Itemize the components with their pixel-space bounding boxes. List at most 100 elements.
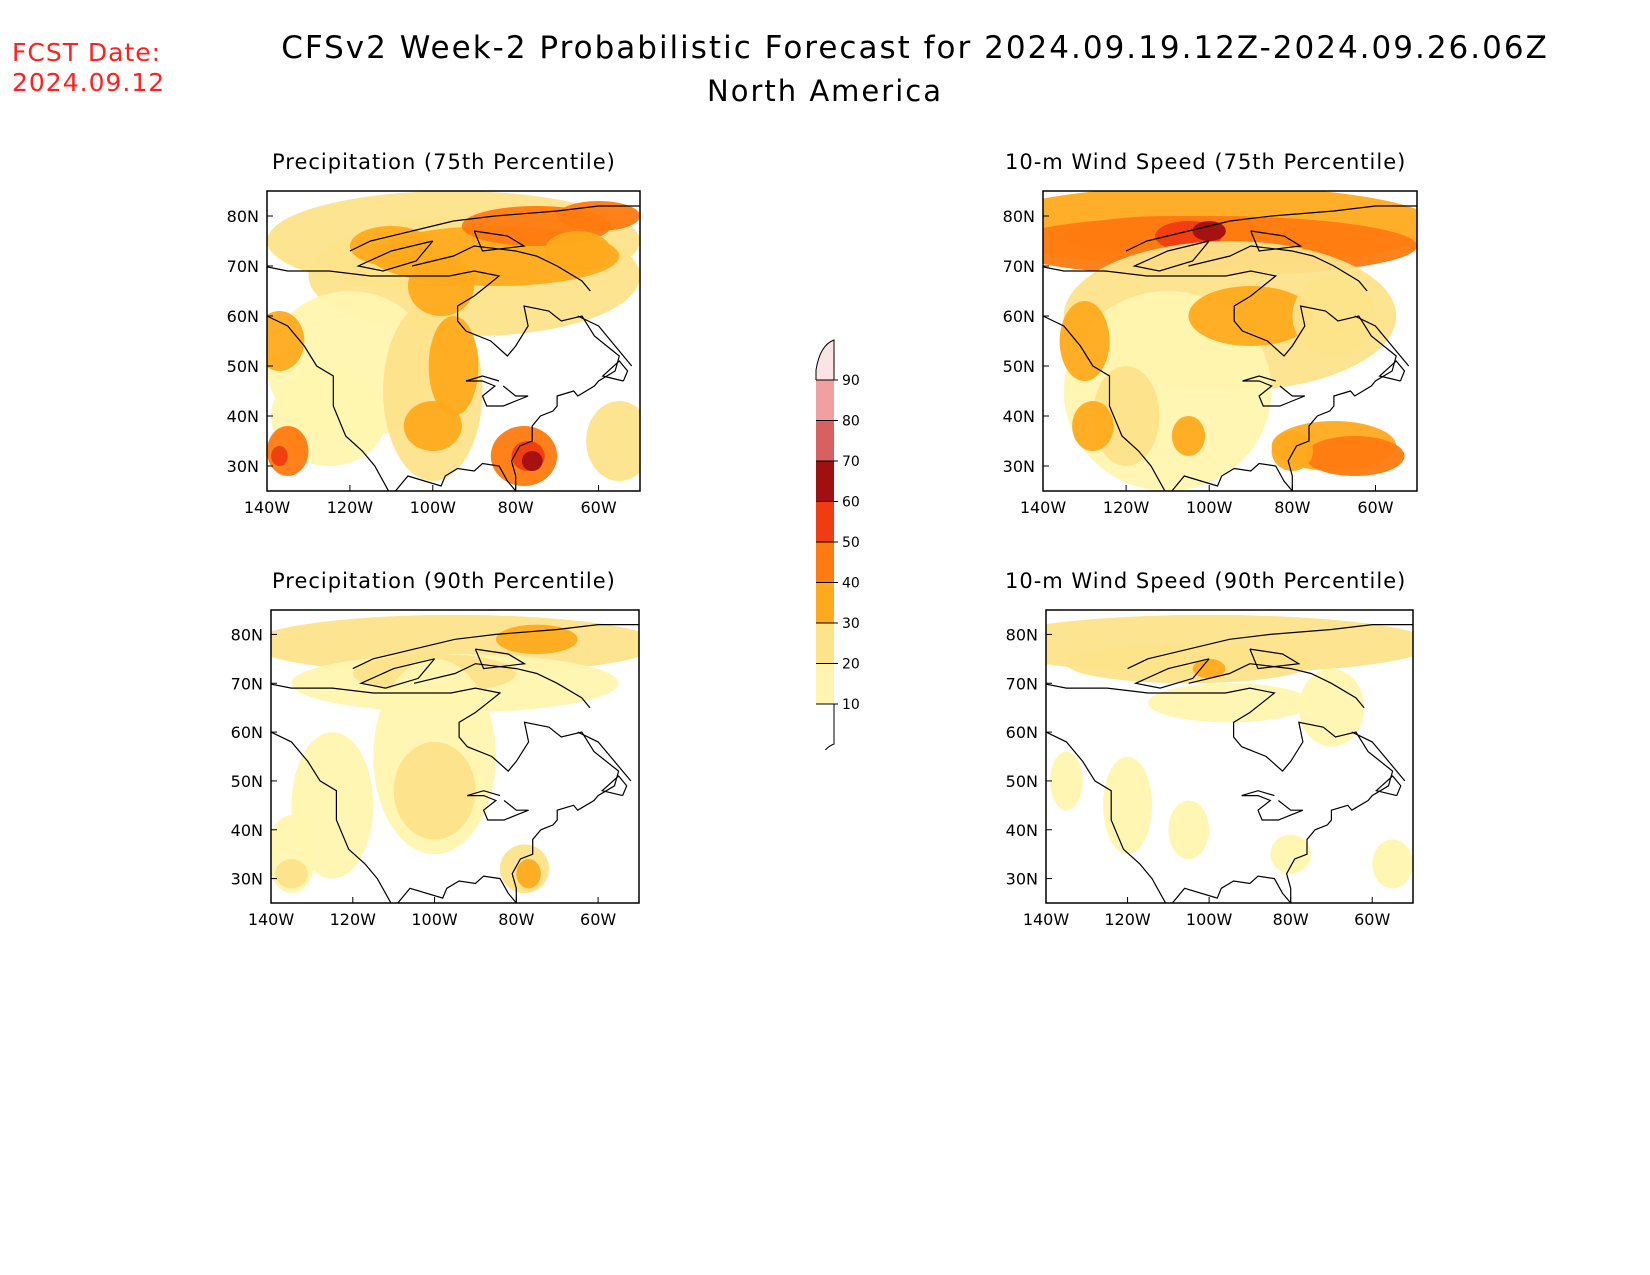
longitude-tick-label: 60W <box>580 498 616 517</box>
coastline <box>271 731 392 903</box>
coastline <box>473 230 526 252</box>
longitude-tick-label: 100W <box>1186 498 1233 517</box>
forecast-date-value: 2024.09.12 <box>12 68 166 97</box>
probability-shade <box>1059 301 1110 381</box>
shading-layer <box>267 191 640 486</box>
map-frame <box>1042 190 1418 492</box>
colorbar-level-label: 90 <box>842 373 860 389</box>
panel-title-wind75: 10-m Wind Speed (75th Percentile) <box>1005 150 1407 174</box>
colorbar-level-label: 40 <box>842 576 860 592</box>
coastline <box>1249 648 1301 670</box>
latitude-tick-label: 70N <box>1003 257 1035 276</box>
colorbar-level-label: 60 <box>842 495 860 511</box>
longitude-tick-label: 140W <box>248 910 295 929</box>
colorbar-level-label: 20 <box>842 657 860 673</box>
probability-shade <box>1271 431 1314 471</box>
colorbar-swatch <box>816 420 834 461</box>
coastline <box>1046 731 1167 903</box>
latitude-tick-label: 80N <box>227 207 259 226</box>
coastline <box>1132 240 1210 272</box>
probability-shade <box>1171 416 1206 456</box>
colorbar-level-label: 80 <box>842 414 860 430</box>
coastline <box>349 205 640 252</box>
coastline <box>1127 624 1413 670</box>
colorbar-level-label: 70 <box>842 454 860 470</box>
map-frame <box>1045 609 1414 904</box>
latitude-tick-label: 30N <box>227 457 259 476</box>
map-frame <box>270 609 640 904</box>
longitude-tick-label: 80W <box>498 910 534 929</box>
latitude-tick-label: 70N <box>227 257 259 276</box>
latitude-tick-label: 60N <box>231 723 263 742</box>
colorbar-swatch <box>816 542 834 583</box>
coastline <box>413 663 591 709</box>
longitude-tick-label: 80W <box>1274 498 1310 517</box>
latitude-tick-label: 40N <box>1003 407 1035 426</box>
coastline <box>411 245 591 292</box>
coastline <box>600 775 628 797</box>
colorbar-top-tip <box>816 340 834 380</box>
latitude-tick-label: 40N <box>1006 821 1038 840</box>
probability-shade <box>407 256 475 316</box>
longitude-tick-label: 60W <box>1354 910 1390 929</box>
panel-title-precip90: Precipitation (90th Percentile) <box>272 569 616 593</box>
probability-shade <box>1147 683 1312 723</box>
figure-title: CFSv2 Week-2 Probabilistic Forecast for … <box>0 30 1650 108</box>
probability-shade <box>1270 834 1312 874</box>
latitude-tick-label: 60N <box>1003 307 1035 326</box>
probability-shade <box>1050 751 1083 811</box>
forecast-date-block: FCST Date: 2024.09.12 <box>12 38 165 98</box>
probability-shade <box>1292 276 1376 356</box>
main-title: CFSv2 Week-2 Probabilistic Forecast for … <box>281 30 1549 66</box>
colorbar-swatch <box>816 623 834 664</box>
coastline <box>601 360 629 382</box>
probability-shade <box>544 231 611 271</box>
probability-shade <box>1372 839 1413 889</box>
latitude-tick-label: 40N <box>227 407 259 426</box>
coastline-layer <box>267 205 640 491</box>
coastline <box>1133 658 1210 689</box>
probability-shade <box>1103 756 1153 855</box>
longitude-tick-label: 100W <box>410 498 457 517</box>
latitude-tick-label: 50N <box>227 357 259 376</box>
probability-shade <box>1188 286 1314 346</box>
colorbar-swatch <box>816 461 834 502</box>
colorbar-swatch <box>816 380 834 421</box>
latitude-tick-label: 80N <box>231 625 263 644</box>
latitude-tick-label: 30N <box>1006 870 1038 889</box>
coastline <box>1250 230 1303 252</box>
probability-shade <box>1168 800 1210 860</box>
probability-shade <box>516 859 541 889</box>
probability-shade <box>271 446 288 466</box>
longitude-tick-label: 140W <box>1023 910 1070 929</box>
longitude-tick-label: 140W <box>1020 498 1067 517</box>
coastline <box>1351 731 1406 782</box>
forecast-date-label: FCST Date: <box>12 38 162 67</box>
probability-shade <box>1298 668 1365 747</box>
coastline <box>1354 315 1410 367</box>
map-frame <box>266 190 641 492</box>
latitude-tick-label: 50N <box>1006 772 1038 791</box>
coastline <box>356 240 434 272</box>
coastline <box>1378 360 1406 382</box>
longitude-tick-label: 120W <box>1104 910 1151 929</box>
longitude-tick-label: 140W <box>244 498 291 517</box>
coastline <box>1125 205 1417 252</box>
longitude-tick-label: 120W <box>327 498 374 517</box>
panel-title-wind90: 10-m Wind Speed (90th Percentile) <box>1005 569 1407 593</box>
probability-shade <box>428 316 479 416</box>
colorbar-level-label: 30 <box>842 616 860 632</box>
probability-shade <box>521 451 543 471</box>
coastline <box>359 658 436 689</box>
colorbar-swatch <box>816 663 834 704</box>
latitude-tick-label: 70N <box>1006 674 1038 693</box>
latitude-tick-label: 60N <box>227 307 259 326</box>
longitude-tick-label: 120W <box>330 910 377 929</box>
shading-layer <box>1046 614 1413 889</box>
colorbar: 10 20 30 40 50 60 70 80 90 <box>814 339 860 750</box>
latitude-tick-label: 50N <box>231 772 263 791</box>
